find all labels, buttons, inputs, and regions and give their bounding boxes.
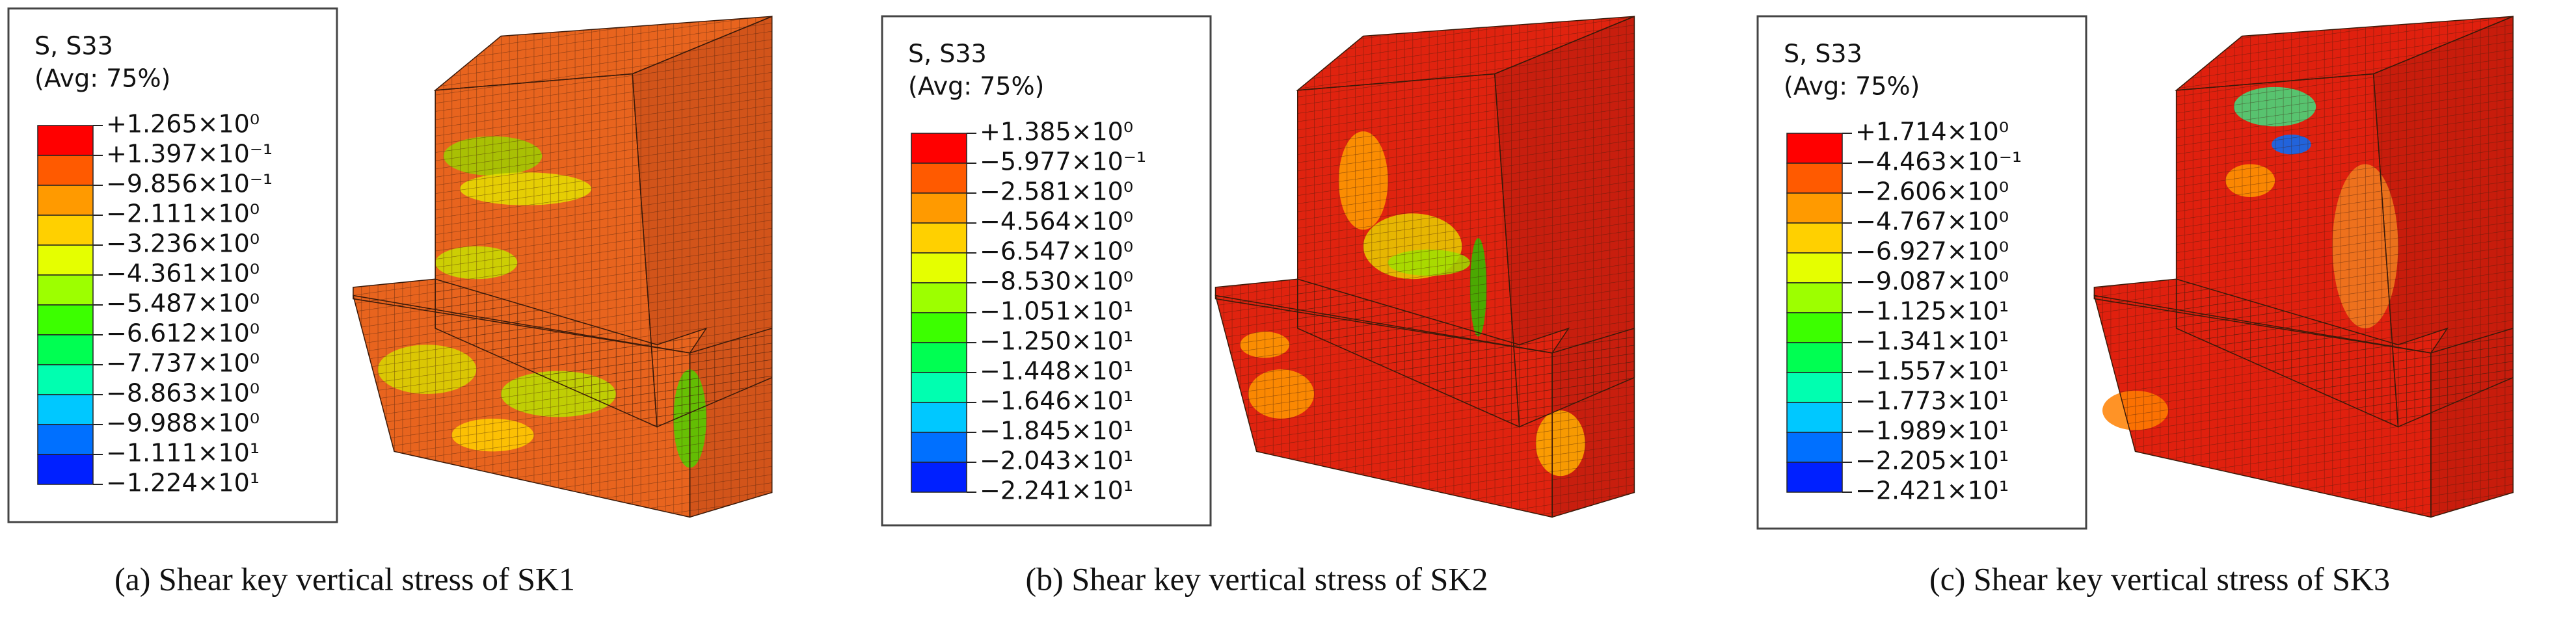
caption: (c) Shear key vertical stress of SK3 (1929, 560, 2390, 597)
legend-swatch (37, 125, 94, 156)
model (2093, 16, 2514, 518)
mesh (353, 278, 708, 354)
legend-label: −1.557×10¹ (1855, 357, 2009, 386)
model (1214, 16, 1635, 518)
legend-swatch (1786, 432, 1843, 463)
legend-swatch (911, 282, 967, 313)
legend-label: −1.773×10¹ (1855, 387, 2009, 415)
legend-label: −8.530×10⁰ (980, 267, 1133, 296)
legend-label: −5.977×10⁻¹ (980, 148, 1146, 176)
legend-swatch (1786, 222, 1843, 254)
legend-swatch (911, 133, 967, 164)
mesh (1214, 278, 1570, 354)
legend-label: −6.612×10⁰ (106, 319, 260, 348)
legend-swatch (37, 304, 94, 335)
legend-title: S, S33 (1784, 40, 1862, 68)
legend-label: −5.487×10⁰ (106, 289, 260, 318)
legend-label: −2.421×10¹ (1855, 477, 2009, 505)
legend-subtitle: (Avg: 75%) (34, 64, 170, 93)
legend-swatch (911, 462, 967, 493)
legend-label: −1.448×10¹ (980, 357, 1133, 386)
legend-label: −6.927×10⁰ (1855, 237, 2009, 266)
legend-label: −1.051×10¹ (980, 297, 1133, 326)
legend-swatch (1786, 462, 1843, 493)
legend-swatch (37, 215, 94, 246)
mesh (1551, 327, 1635, 518)
legend-swatch (1786, 372, 1843, 403)
legend-label: −8.863×10⁰ (106, 379, 260, 408)
legend-swatch (911, 312, 967, 343)
legend-label: −2.241×10¹ (980, 477, 1133, 505)
legend-swatch (1786, 342, 1843, 373)
caption: (b) Shear key vertical stress of SK2 (1026, 560, 1488, 597)
legend-swatch (37, 185, 94, 216)
legend-swatch (911, 192, 967, 224)
legend-label: −2.581×10⁰ (980, 177, 1133, 206)
legend-label: −4.463×10⁻¹ (1855, 148, 2022, 176)
legend-label: +1.265×10⁰ (106, 110, 260, 138)
legend-swatch (37, 394, 94, 425)
legend-swatch (911, 222, 967, 254)
legend-swatch (37, 364, 94, 395)
legend-label: +1.714×10⁰ (1855, 118, 2009, 146)
model (352, 16, 773, 518)
legend-title: S, S33 (908, 40, 987, 68)
legend-label: −9.988×10⁰ (106, 409, 260, 438)
legend-swatch (37, 334, 94, 365)
legend-swatch (911, 402, 967, 433)
legend-label: −2.111×10⁰ (106, 200, 260, 228)
legend-label: −7.737×10⁰ (106, 349, 260, 378)
legend-label: −9.856×10⁻¹ (106, 170, 273, 198)
caption: (a) Shear key vertical stress of SK1 (114, 560, 575, 597)
mesh (2430, 327, 2514, 518)
legend-label: −1.845×10¹ (980, 417, 1133, 445)
legend-label: −6.547×10⁰ (980, 237, 1133, 266)
legend-label: −3.236×10⁰ (106, 230, 260, 258)
legend-swatch (37, 454, 94, 485)
legend-label: −4.361×10⁰ (106, 259, 260, 288)
legend-swatch (1786, 252, 1843, 283)
legend-label: −4.767×10⁰ (1855, 207, 2009, 236)
legend-swatch (1786, 312, 1843, 343)
legend-label: −2.043×10¹ (980, 447, 1133, 475)
legend-swatch (37, 274, 94, 306)
legend-swatch (37, 424, 94, 455)
legend-label: +1.397×10⁻¹ (106, 140, 273, 168)
legend-swatch (1786, 133, 1843, 164)
legend-subtitle: (Avg: 75%) (1784, 72, 1920, 101)
legend-label: −9.087×10⁰ (1855, 267, 2009, 296)
legend-subtitle: (Avg: 75%) (908, 72, 1044, 101)
legend-label: −1.224×10¹ (106, 469, 260, 497)
legend-swatch (911, 252, 967, 283)
legend-swatch (911, 163, 967, 194)
legend-label: +1.385×10⁰ (980, 118, 1133, 146)
legend-swatch (1786, 192, 1843, 224)
legend-label: −1.250×10¹ (980, 327, 1133, 356)
legend-swatch (911, 372, 967, 403)
mesh (2093, 278, 2449, 354)
legend-title: S, S33 (34, 32, 113, 60)
legend-swatch (911, 342, 967, 373)
legend-label: −1.341×10¹ (1855, 327, 2009, 356)
legend-label: −1.111×10¹ (106, 439, 260, 467)
legend-swatch (37, 155, 94, 186)
legend-label: −2.606×10⁰ (1855, 177, 2009, 206)
mesh (689, 327, 773, 518)
legend-swatch (1786, 402, 1843, 433)
legend-swatch (1786, 163, 1843, 194)
legend-swatch (1786, 282, 1843, 313)
legend-swatch (37, 244, 94, 276)
legend-label: −2.205×10¹ (1855, 447, 2009, 475)
legend-label: −1.989×10¹ (1855, 417, 2009, 445)
legend-label: −1.125×10¹ (1855, 297, 2009, 326)
legend-label: −4.564×10⁰ (980, 207, 1133, 236)
legend-label: −1.646×10¹ (980, 387, 1133, 415)
legend-swatch (911, 432, 967, 463)
